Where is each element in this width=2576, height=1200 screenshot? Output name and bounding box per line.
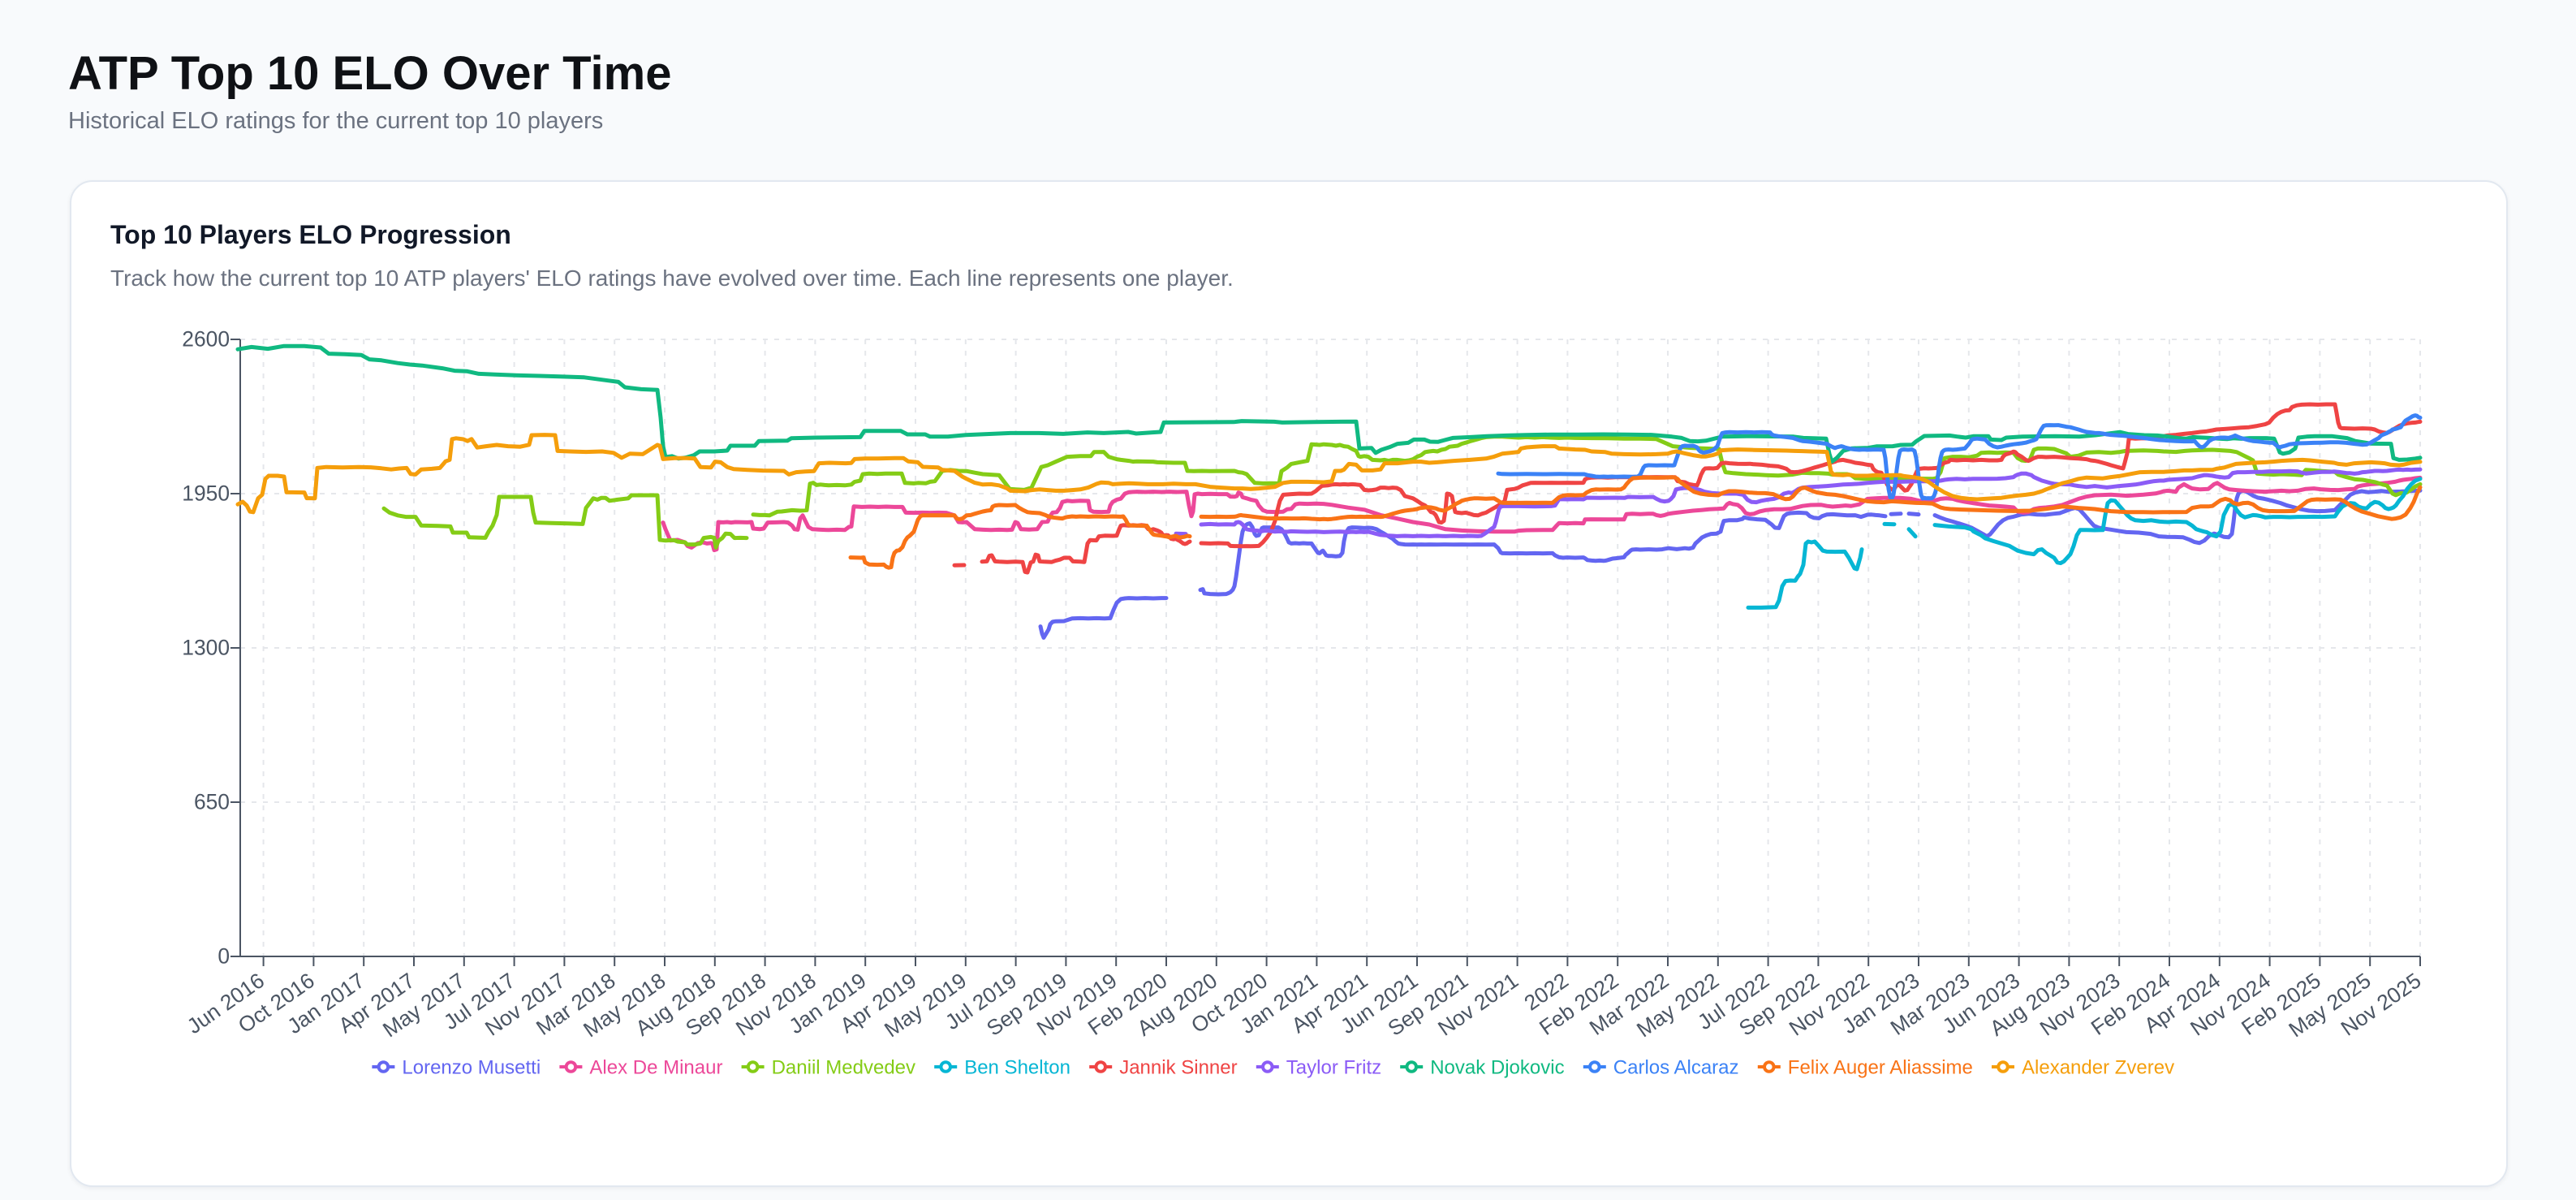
svg-text:Jannik Sinner: Jannik Sinner: [1119, 1057, 1237, 1079]
svg-text:Lorenzo Musetti: Lorenzo Musetti: [402, 1057, 541, 1079]
svg-text:0: 0: [218, 943, 230, 968]
svg-text:Alexander Zverev: Alexander Zverev: [2022, 1057, 2174, 1079]
svg-text:Felix Auger Aliassime: Felix Auger Aliassime: [1788, 1057, 1973, 1079]
svg-text:1950: 1950: [182, 481, 230, 505]
svg-text:Novak Djokovic: Novak Djokovic: [1430, 1057, 1564, 1079]
svg-text:Taylor Fritz: Taylor Fritz: [1286, 1057, 1381, 1079]
svg-text:Ben Shelton: Ben Shelton: [964, 1057, 1070, 1079]
svg-text:Alex De Minaur: Alex De Minaur: [589, 1057, 722, 1079]
svg-text:Carlos Alcaraz: Carlos Alcaraz: [1613, 1057, 1739, 1079]
svg-text:2600: 2600: [182, 326, 230, 351]
svg-text:1300: 1300: [182, 635, 230, 659]
svg-text:650: 650: [194, 789, 230, 814]
svg-text:Daniil Medvedev: Daniil Medvedev: [772, 1057, 915, 1079]
